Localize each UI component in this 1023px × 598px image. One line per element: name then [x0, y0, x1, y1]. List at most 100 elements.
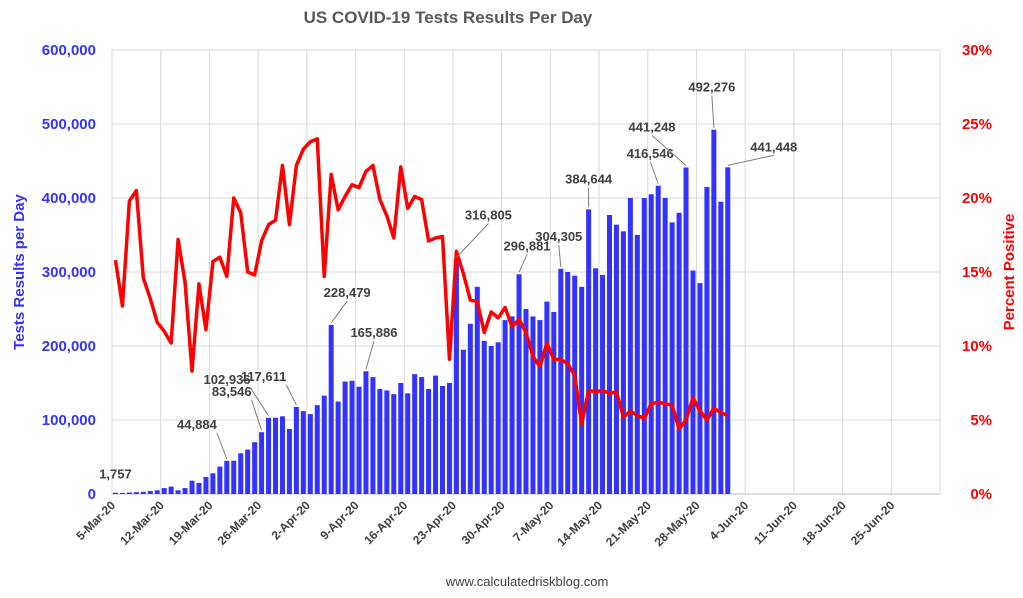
bar — [189, 480, 195, 494]
bar — [711, 129, 717, 494]
bar — [356, 386, 362, 494]
left-tick-label: 200,000 — [42, 338, 96, 355]
bar — [474, 286, 480, 494]
label-leader — [330, 300, 348, 324]
bar — [586, 209, 592, 494]
label-leader — [651, 135, 687, 166]
bar — [502, 320, 508, 494]
bar — [704, 186, 710, 494]
bar — [335, 401, 341, 494]
bar — [328, 324, 334, 494]
bar — [662, 198, 668, 494]
bar — [600, 274, 606, 494]
bar — [481, 340, 487, 494]
bar — [446, 383, 452, 494]
x-tick-label: 25-Jun-20 — [848, 498, 898, 548]
bar — [314, 405, 320, 494]
bar — [182, 488, 188, 494]
left-axis-label: Tests Results per Day — [11, 194, 28, 350]
bar — [523, 309, 529, 494]
bar — [147, 491, 153, 494]
data-label: 316,805 — [465, 208, 512, 223]
bar — [252, 442, 258, 494]
left-tick-label: 0 — [88, 486, 96, 503]
bar — [537, 320, 543, 494]
bar — [154, 490, 160, 494]
bar — [579, 286, 585, 494]
data-label: 44,884 — [177, 417, 218, 432]
label-leader — [456, 223, 489, 258]
bar — [279, 416, 285, 494]
data-label: 296,881 — [504, 238, 551, 253]
bar — [495, 342, 501, 494]
data-label: 1,757 — [99, 467, 132, 482]
bar — [433, 375, 439, 494]
bar — [300, 411, 306, 494]
x-tick-label: 2-Apr-20 — [269, 498, 314, 543]
bar — [509, 316, 515, 494]
x-tick-label: 28-May-20 — [652, 498, 703, 549]
label-leader — [518, 254, 528, 273]
bar — [210, 473, 216, 494]
x-tick-label: 12-Mar-20 — [117, 498, 167, 548]
bar — [405, 393, 411, 494]
x-tick-label: 4-Jun-20 — [706, 498, 751, 543]
left-tick-label: 400,000 — [42, 190, 96, 207]
x-tick-label: 11-Jun-20 — [751, 498, 800, 547]
bar — [307, 414, 313, 494]
x-tick-label: 7-May-20 — [510, 498, 556, 544]
percent-positive-line — [113, 137, 729, 431]
right-tick-label: 5% — [970, 412, 992, 429]
right-tick-label: 25% — [962, 116, 992, 133]
bar — [439, 385, 446, 494]
x-tick-label: 23-Apr-20 — [410, 498, 459, 547]
bar — [676, 212, 682, 495]
bar — [460, 349, 466, 494]
bar — [293, 406, 299, 494]
x-tick-label: 9-Apr-20 — [317, 498, 362, 543]
label-leader — [251, 400, 263, 431]
bar — [634, 235, 640, 494]
bar — [126, 492, 132, 494]
bar — [203, 476, 209, 494]
left-tick-label: 100,000 — [42, 412, 96, 429]
data-label: 441,248 — [629, 119, 676, 134]
bar — [641, 198, 647, 494]
right-y-axis: 0% 5% 10% 15% 20% 25% 30% — [962, 42, 992, 503]
x-tick-label: 14-May-20 — [554, 498, 605, 549]
chart-title: US COVID-19 Tests Results Per Day — [304, 8, 593, 27]
bar — [112, 492, 118, 494]
bar — [384, 390, 390, 494]
bar — [370, 377, 376, 494]
right-tick-label: 20% — [962, 190, 992, 207]
bar — [266, 417, 272, 494]
bar — [655, 185, 661, 494]
bar — [398, 383, 404, 494]
bar — [551, 311, 557, 494]
bar — [133, 492, 139, 494]
label-leader — [285, 384, 297, 406]
bar — [119, 492, 125, 494]
line-series — [113, 137, 729, 431]
bar — [648, 194, 654, 495]
left-tick-label: 600,000 — [42, 42, 96, 59]
right-tick-label: 15% — [962, 264, 992, 281]
data-label: 384,644 — [565, 171, 613, 186]
source-text: www.calculatedriskblog.com — [445, 574, 609, 589]
left-y-axis: 0 100,000 200,000 300,000 400,000 500,000 600,… — [42, 42, 96, 503]
bar — [140, 491, 146, 494]
bar — [558, 268, 564, 494]
label-leader — [250, 387, 269, 417]
bar — [175, 490, 181, 494]
bar — [238, 453, 244, 494]
left-tick-label: 500,000 — [42, 116, 96, 133]
bar — [161, 488, 167, 494]
right-tick-label: 10% — [962, 338, 992, 355]
bar — [321, 395, 327, 494]
bar — [377, 388, 383, 494]
label-leader — [558, 244, 562, 267]
right-tick-label: 30% — [962, 42, 992, 59]
bar — [690, 270, 696, 494]
bar — [349, 380, 355, 494]
x-tick-label: 16-Apr-20 — [361, 498, 410, 547]
